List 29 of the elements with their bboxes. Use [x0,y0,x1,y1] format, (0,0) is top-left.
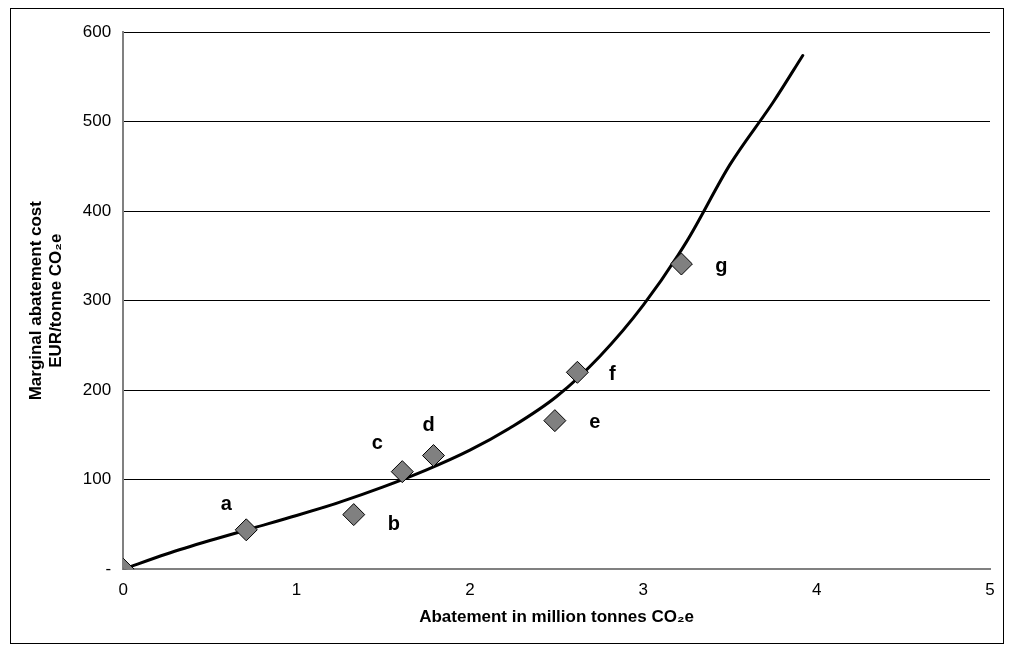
point [669,252,693,276]
point [421,444,445,468]
point [390,460,414,484]
x-tick-label: 4 [811,580,822,600]
annotation: d [422,413,435,436]
annotation: c [371,431,383,454]
y-tick-label: - [105,558,112,578]
x-tick-label: 0 [118,580,128,600]
x-tick-label: 2 [465,580,475,600]
x-tick-label: 3 [638,580,648,600]
x-axis-title: Abatement in million tonnes CO₂e [419,607,695,627]
y-tick-label: 100 [82,469,112,489]
x-tick-label: 5 [985,580,995,600]
point [565,360,589,384]
point [342,503,366,527]
annotation: b [387,512,400,535]
y-tick-label: 500 [82,111,112,131]
y-tick-label: 400 [82,200,112,220]
annotation: g [715,253,728,276]
y-tick-label: 200 [82,379,112,399]
y-tick-label: 600 [82,21,112,41]
point [543,409,567,433]
y-axis-title: Marginal abatement cost EUR/tonne CO₂e [25,200,66,401]
annotation: a [220,492,233,515]
annotation: e [589,410,601,433]
y-tick-label: 300 [82,290,112,310]
annotation: f [609,361,617,384]
point [234,518,258,542]
x-tick-label: 1 [291,580,302,600]
